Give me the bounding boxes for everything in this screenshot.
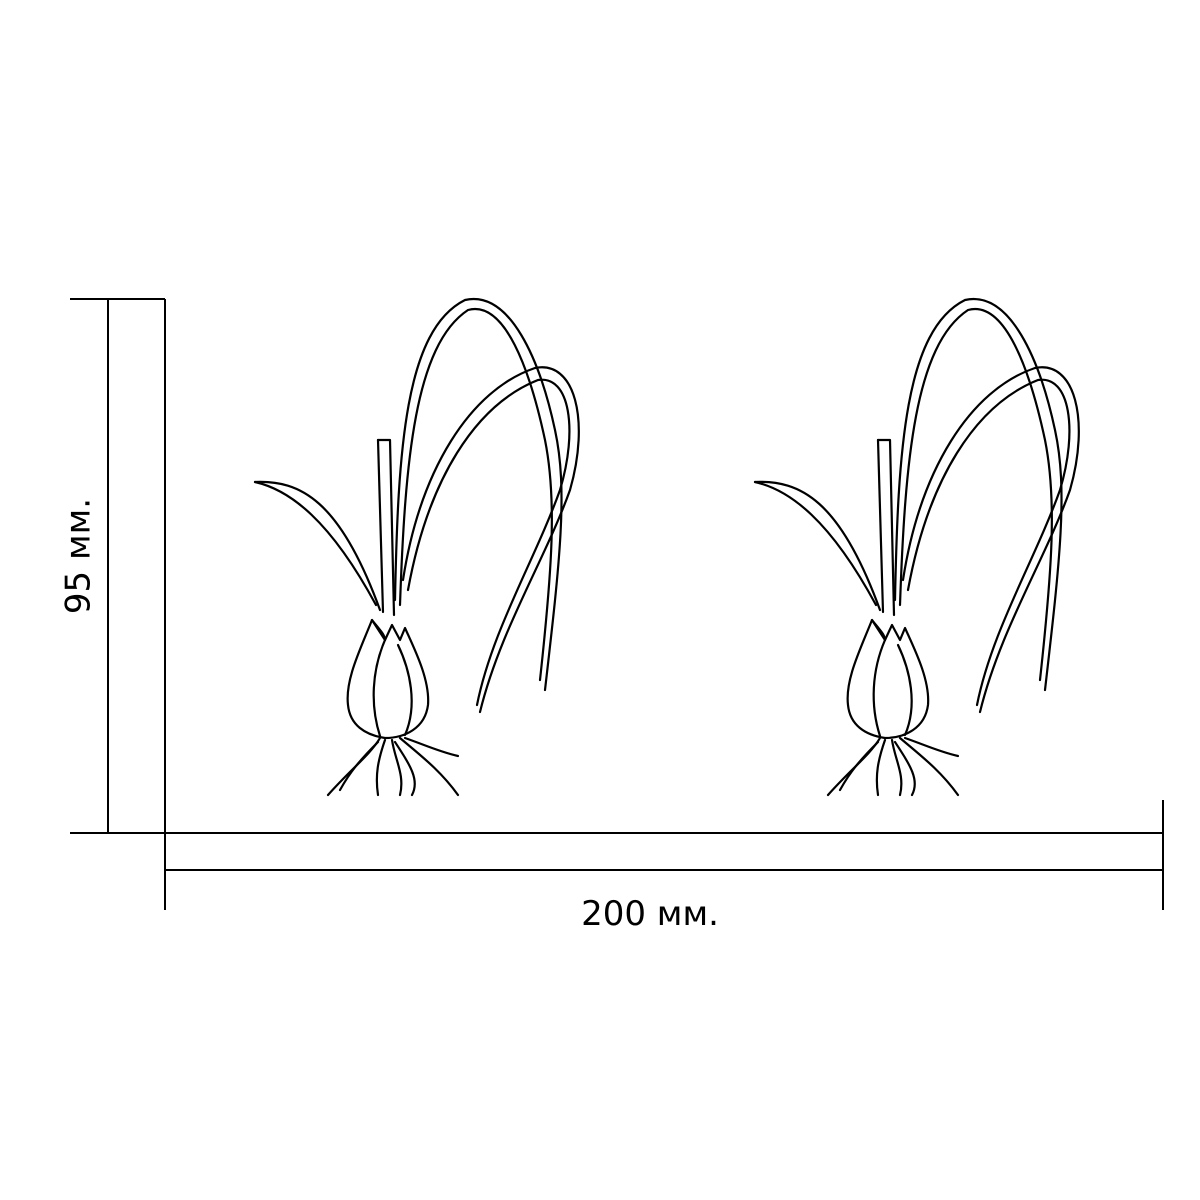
width-lines [164,800,1164,910]
width-label: 200 мм. [581,894,719,934]
plants [253,297,1080,797]
plant-left [253,297,580,797]
plant-right [753,297,1080,797]
height-lines [70,298,166,834]
height-label: 95 мм. [59,498,99,614]
width-dimension: 200 мм. [164,800,1164,934]
height-dimension: 95 мм. [59,298,166,834]
